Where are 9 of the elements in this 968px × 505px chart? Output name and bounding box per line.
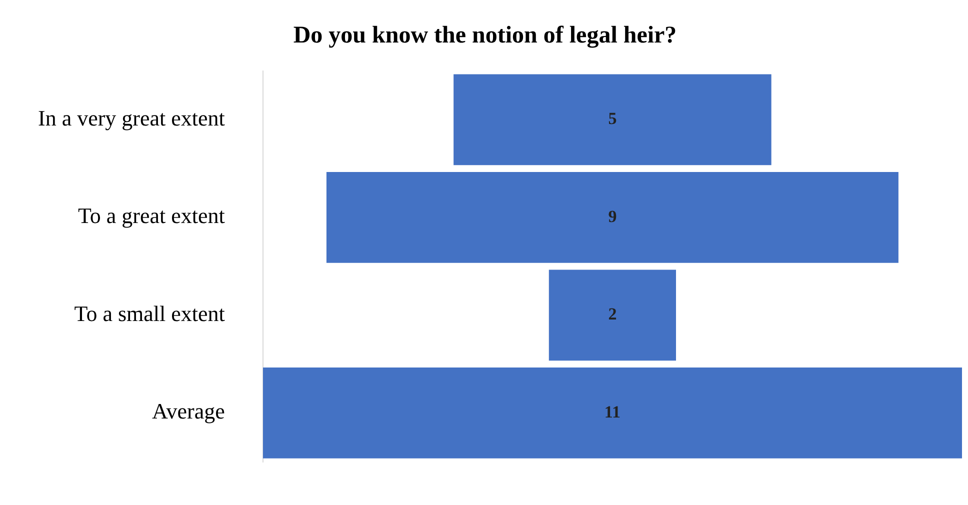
category-label: To a small extent	[74, 300, 225, 326]
category-label: To a great extent	[78, 203, 225, 228]
category-label: In a very great extent	[38, 105, 225, 130]
data-label: 9	[608, 206, 617, 226]
data-label: 5	[608, 109, 617, 128]
text: Do you know the notion of legal heir?	[293, 22, 677, 49]
data-label: 2	[608, 304, 617, 324]
data-label: 11	[604, 402, 620, 422]
category-label: Average	[152, 398, 225, 424]
